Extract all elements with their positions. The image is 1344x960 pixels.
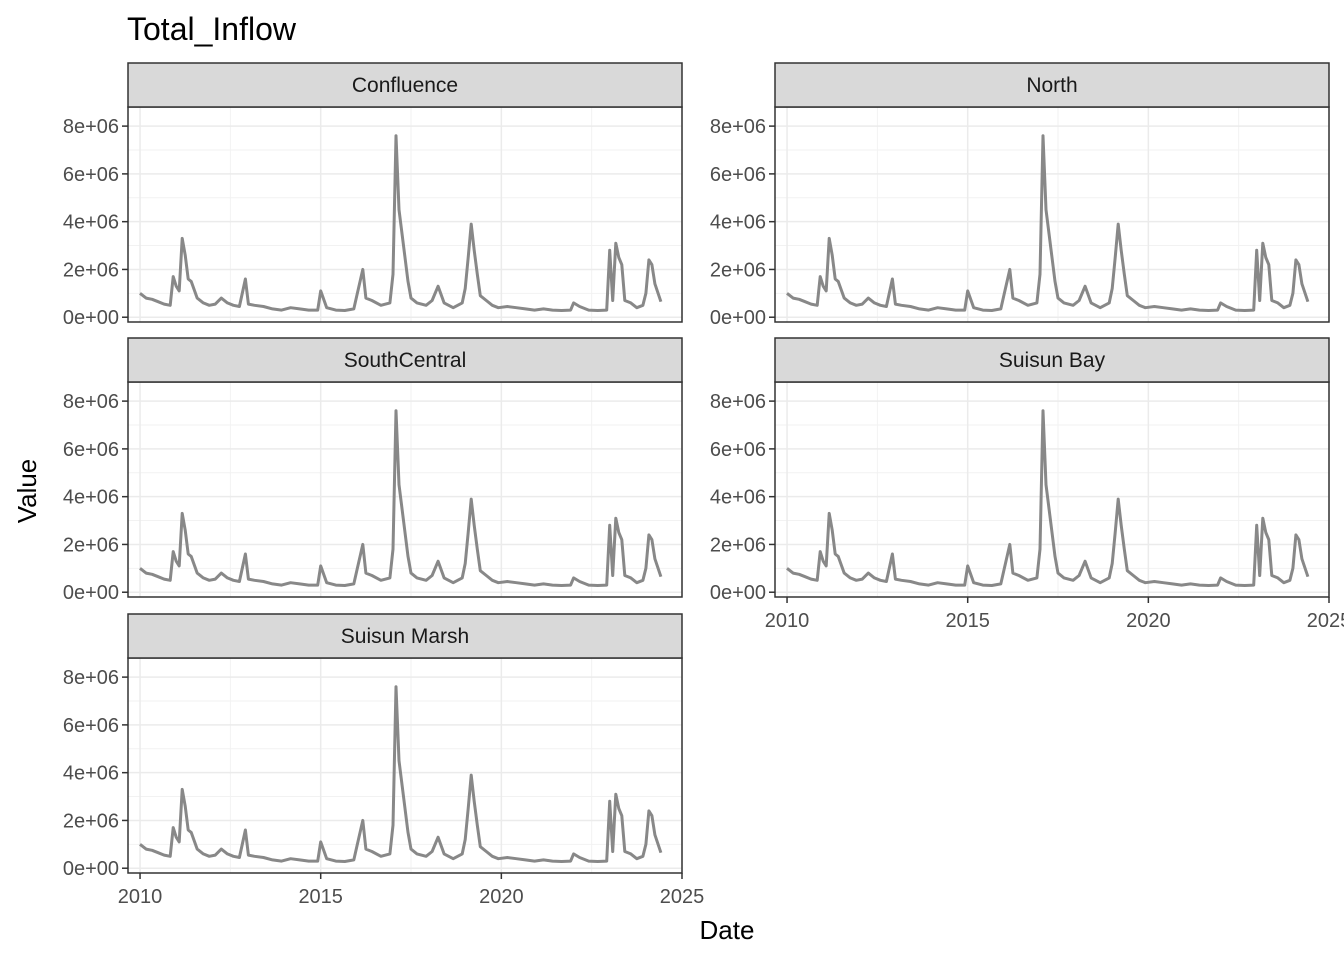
y-tick-label: 2e+06 [63,259,119,281]
y-tick-label: 2e+06 [63,810,119,832]
y-tick-label: 8e+06 [710,391,766,413]
y-tick-label: 2e+06 [63,534,119,556]
facet-strip-label: Suisun Bay [999,349,1106,372]
x-tick-label: 2025 [1307,610,1344,632]
facet-strip-label: SouthCentral [344,349,467,372]
panel-north: North 0e+00 2e+06 4e+06 6e+06 8e+06 [710,62,1330,329]
y-axis-title: Value [12,459,42,524]
facet-strip [127,337,683,383]
panel-southcentral: SouthCentral 0e+00 2e+06 4e+06 6e+06 8e+06 [63,337,683,604]
panel-background [128,382,682,597]
y-tick-label: 6e+06 [710,164,766,186]
x-tick-label: 2020 [1126,610,1171,632]
y-tick-label: 8e+06 [63,391,119,413]
chart-title: Total_Inflow [127,11,297,47]
y-tick-label: 8e+06 [63,116,119,138]
panel-background [775,107,1329,322]
series-line-north [786,134,1310,312]
panel-background [128,658,682,873]
y-tick-label: 6e+06 [63,439,119,461]
panel-background [128,107,682,322]
y-tick-label: 0e+00 [710,307,766,329]
y-tick-label: 0e+00 [710,582,766,604]
panel-background [775,382,1329,597]
y-tick-label: 2e+06 [710,259,766,281]
x-tick-label: 2015 [945,610,990,632]
y-tick-label: 6e+06 [710,439,766,461]
y-tick-label: 4e+06 [710,487,766,509]
y-tick-label: 8e+06 [710,116,766,138]
series-line-suisun-marsh [139,685,663,863]
series-line-confluence [139,134,663,312]
facet-strip-label: Suisun Marsh [341,625,469,648]
y-tick-label: 4e+06 [63,487,119,509]
x-tick-label: 2010 [118,886,163,908]
facet-strip [774,62,1330,108]
panel-confluence: Confluence 0e+00 2e+06 4e+06 6e+06 8e+06 [63,62,683,329]
facet-strip-label: Confluence [352,74,458,97]
y-tick-label: 2e+06 [710,534,766,556]
facet-strip [127,613,683,659]
panels-group: Confluence0e+002e+064e+066e+068e+06North… [63,62,1344,908]
series-line-suisun-bay [786,409,1310,587]
y-tick-label: 0e+00 [63,307,119,329]
panel-suisun-marsh: Suisun Marsh 0e+00 2e+06 4e+06 6e+06 8e+06 201… [63,613,705,908]
x-tick-label: 2015 [298,886,343,908]
y-tick-label: 0e+00 [63,858,119,880]
panel-suisun-bay: Suisun Bay 0e+00 2e+06 4e+06 6e+06 8e+06 2010 2… [710,337,1344,632]
y-tick-label: 6e+06 [63,164,119,186]
facet-strip [127,62,683,108]
y-tick-label: 8e+06 [63,667,119,689]
x-tick-label: 2025 [660,886,705,908]
y-tick-label: 4e+06 [710,212,766,234]
y-tick-label: 6e+06 [63,715,119,737]
x-tick-label: 2010 [765,610,810,632]
y-tick-label: 4e+06 [63,763,119,785]
series-line-southcentral [139,409,663,587]
x-axis-title: Date [700,915,755,945]
facet-strip [774,337,1330,383]
y-tick-label: 0e+00 [63,582,119,604]
x-tick-label: 2020 [479,886,524,908]
y-tick-label: 4e+06 [63,212,119,234]
facet-strip-label: North [1026,74,1077,97]
